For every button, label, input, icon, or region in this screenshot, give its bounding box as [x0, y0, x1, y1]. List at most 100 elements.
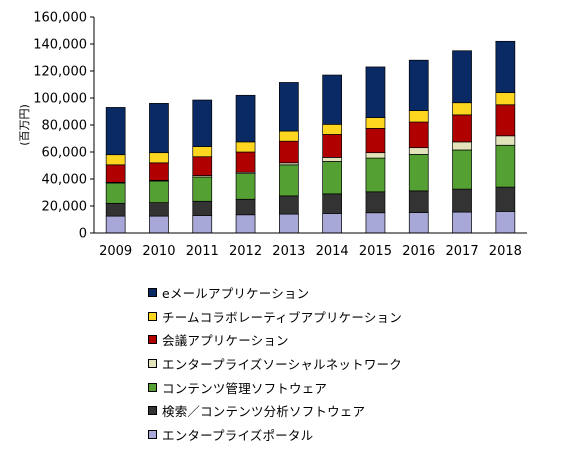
bar-segment [149, 103, 169, 154]
bar-segment [452, 188, 472, 213]
bar-segment [408, 190, 429, 213]
y-tick-label: 80,000 [42, 119, 88, 134]
legend-label: 検索／コンテンツ分析ソフトウェア [162, 404, 366, 420]
bar-segment [192, 215, 213, 234]
bar-segment [192, 146, 213, 158]
bar-segment [322, 134, 342, 158]
bar-segment [452, 50, 472, 104]
bar-segment [365, 117, 386, 129]
legend: eメールアプリケーション チームコラボレーティブアプリケーション 会議アプリケー… [148, 281, 402, 446]
legend-label: eメールアプリケーション [162, 286, 310, 302]
bar-segment [452, 102, 472, 116]
bar-segment [452, 114, 472, 143]
bar-segment [235, 198, 256, 216]
bar-segment [365, 152, 386, 159]
legend-item: eメールアプリケーション [148, 281, 402, 305]
bar-segment [149, 162, 169, 181]
bar-segment [279, 164, 299, 197]
bars [105, 40, 516, 234]
legend-label: エンタープライズポータル [162, 427, 314, 443]
bar-segment [408, 110, 429, 123]
y-tick-label: 60,000 [42, 146, 88, 161]
bar-segment [495, 211, 516, 234]
legend-label: チームコラボレーティブアプリケーション [162, 309, 402, 325]
bar-segment [235, 141, 256, 153]
bar-segment [105, 182, 126, 204]
bar-segment [149, 202, 169, 217]
bar-segment [365, 212, 386, 234]
y-tick-label: 160,000 [33, 11, 87, 26]
bar-segment [192, 200, 213, 216]
bar-segment [365, 191, 386, 214]
bar-segment [149, 152, 169, 164]
legend-swatch [148, 406, 157, 416]
legend-swatch [148, 382, 157, 392]
y-tick-label: 20,000 [42, 200, 88, 215]
bar-segment [149, 180, 169, 203]
bar-segment [408, 147, 429, 155]
x-tick-label: 2013 [272, 244, 305, 259]
legend-item: チームコラボレーティブアプリケーション [148, 305, 402, 329]
bar-segment [495, 40, 516, 93]
x-tick-label: 2018 [489, 244, 522, 259]
bar-segment [235, 173, 256, 200]
legend-item: コンテンツ管理ソフトウェア [148, 375, 402, 399]
bar-segment [495, 144, 516, 188]
bar-segment [408, 154, 429, 192]
x-tick-label: 2015 [359, 244, 392, 259]
bar-segment [235, 94, 256, 143]
bar-segment [322, 161, 342, 195]
bar-segment [105, 164, 126, 183]
bar-segment [192, 99, 213, 147]
bar-segment [105, 154, 126, 166]
bar-segment [322, 193, 342, 214]
x-tick-label: 2017 [446, 244, 479, 259]
bar-segment [105, 215, 126, 234]
bar-segment [105, 202, 126, 217]
bar-segment [279, 130, 299, 142]
bar-segment [495, 92, 516, 106]
bar-segment [365, 66, 386, 118]
bar-segment [365, 157, 386, 193]
legend-label: 会議アプリケーション [162, 333, 289, 349]
bar-segment [322, 74, 342, 125]
bar-segment [192, 156, 213, 176]
legend-swatch [148, 429, 157, 439]
x-tick-label: 2011 [186, 244, 219, 259]
bar-segment [235, 151, 256, 173]
bar-segment [365, 128, 386, 154]
bar-segment [452, 141, 472, 151]
y-tick-label: 0 [79, 227, 87, 242]
y-tick-label: 120,000 [33, 65, 87, 80]
bar-segment [495, 186, 516, 212]
bar-segment [322, 157, 342, 162]
legend-swatch [148, 288, 157, 298]
legend-item: 会議アプリケーション [148, 328, 402, 352]
bar-segment [279, 213, 299, 234]
y-axis-label-group: (百万円) [18, 104, 31, 146]
x-axis: 2009 2010 2011 2012 2013 2014 2015 2016 2017 2018 [94, 232, 527, 259]
bar-segment [149, 215, 169, 234]
legend-swatch [148, 311, 157, 321]
bar-segment [408, 121, 429, 149]
bar-segment [105, 107, 126, 156]
bar-segment [495, 135, 516, 146]
x-tick-label: 2016 [402, 244, 435, 259]
y-axis: 0 20,000 40,000 60,000 80,000 100,000 120,000 1… [33, 11, 95, 242]
y-tick-label: 40,000 [42, 173, 88, 188]
bar-segment [408, 212, 429, 234]
x-tick-label: 2009 [99, 244, 132, 259]
y-tick-label: 100,000 [33, 92, 87, 107]
x-tick-label: 2014 [316, 244, 349, 259]
bar-segment [279, 82, 299, 132]
bar-segment [322, 123, 342, 135]
legend-label: エンタープライズソーシャルネットワーク [162, 357, 402, 373]
legend-item: エンタープライズポータル [148, 423, 402, 447]
bar-segment [495, 104, 516, 137]
bar-segment [322, 213, 342, 234]
legend-swatch [148, 335, 157, 345]
legend-label: コンテンツ管理ソフトウェア [162, 380, 328, 396]
bar-segment [235, 214, 256, 234]
legend-item: 検索／コンテンツ分析ソフトウェア [148, 399, 402, 423]
